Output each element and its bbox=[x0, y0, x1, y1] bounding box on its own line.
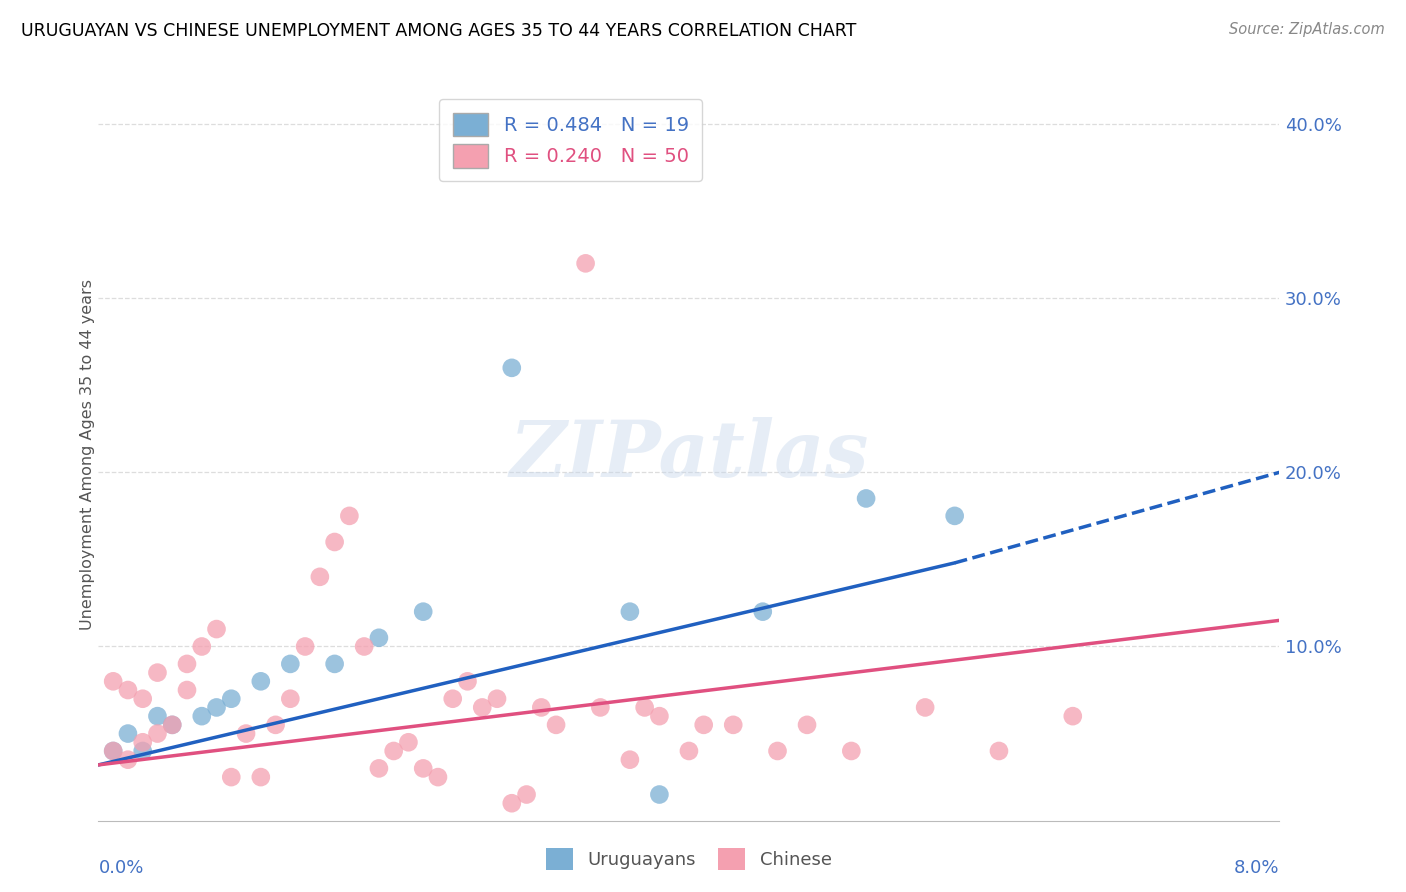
Point bbox=[308, 570, 332, 584]
Point bbox=[412, 761, 434, 775]
Point bbox=[589, 700, 612, 714]
Point bbox=[294, 640, 316, 654]
Point bbox=[250, 770, 273, 784]
Text: ZIPatlas: ZIPatlas bbox=[509, 417, 869, 493]
Point bbox=[146, 726, 169, 740]
Point bbox=[146, 709, 169, 723]
Point bbox=[619, 605, 641, 619]
Point bbox=[855, 491, 877, 506]
Point bbox=[648, 788, 671, 802]
Point bbox=[278, 691, 302, 706]
Point bbox=[162, 718, 183, 732]
Point bbox=[132, 735, 155, 749]
Point bbox=[337, 508, 360, 523]
Point bbox=[176, 683, 198, 698]
Point bbox=[619, 753, 641, 767]
Point bbox=[633, 700, 655, 714]
Point bbox=[914, 700, 936, 714]
Point bbox=[235, 726, 257, 740]
Point bbox=[250, 674, 273, 689]
Point bbox=[103, 744, 125, 758]
Text: 8.0%: 8.0% bbox=[1234, 859, 1279, 877]
Point bbox=[117, 753, 139, 767]
Point bbox=[943, 508, 966, 523]
Text: URUGUAYAN VS CHINESE UNEMPLOYMENT AMONG AGES 35 TO 44 YEARS CORRELATION CHART: URUGUAYAN VS CHINESE UNEMPLOYMENT AMONG … bbox=[21, 22, 856, 40]
Point bbox=[839, 744, 862, 758]
Point bbox=[132, 744, 155, 758]
Y-axis label: Unemployment Among Ages 35 to 44 years: Unemployment Among Ages 35 to 44 years bbox=[80, 279, 94, 631]
Point bbox=[382, 744, 405, 758]
Point bbox=[219, 691, 242, 706]
Legend: Uruguayans, Chinese: Uruguayans, Chinese bbox=[538, 841, 839, 878]
Point bbox=[205, 700, 228, 714]
Point bbox=[353, 640, 375, 654]
Point bbox=[191, 640, 214, 654]
Point bbox=[485, 691, 508, 706]
Point bbox=[412, 605, 434, 619]
Text: Source: ZipAtlas.com: Source: ZipAtlas.com bbox=[1229, 22, 1385, 37]
Point bbox=[501, 796, 523, 810]
Point bbox=[751, 605, 773, 619]
Point bbox=[515, 788, 537, 802]
Point bbox=[176, 657, 198, 671]
Point bbox=[721, 718, 744, 732]
Point bbox=[323, 535, 346, 549]
Point bbox=[146, 665, 169, 680]
Point bbox=[546, 718, 568, 732]
Point bbox=[367, 631, 389, 645]
Point bbox=[471, 700, 494, 714]
Point bbox=[574, 256, 596, 270]
Point bbox=[264, 718, 287, 732]
Point bbox=[191, 709, 214, 723]
Point bbox=[162, 718, 183, 732]
Point bbox=[132, 691, 155, 706]
Point bbox=[117, 726, 139, 740]
Point bbox=[278, 657, 302, 671]
Point bbox=[205, 622, 228, 636]
Point bbox=[678, 744, 700, 758]
Point bbox=[693, 718, 716, 732]
Point bbox=[441, 691, 464, 706]
Text: 0.0%: 0.0% bbox=[98, 859, 143, 877]
Point bbox=[456, 674, 478, 689]
Point bbox=[103, 674, 125, 689]
Point bbox=[1062, 709, 1084, 723]
Point bbox=[426, 770, 449, 784]
Point bbox=[648, 709, 671, 723]
Point bbox=[530, 700, 553, 714]
Point bbox=[103, 744, 125, 758]
Point bbox=[117, 683, 139, 698]
Point bbox=[766, 744, 789, 758]
Point bbox=[219, 770, 242, 784]
Point bbox=[367, 761, 389, 775]
Point bbox=[501, 360, 523, 375]
Point bbox=[396, 735, 419, 749]
Point bbox=[323, 657, 346, 671]
Point bbox=[987, 744, 1010, 758]
Point bbox=[796, 718, 818, 732]
